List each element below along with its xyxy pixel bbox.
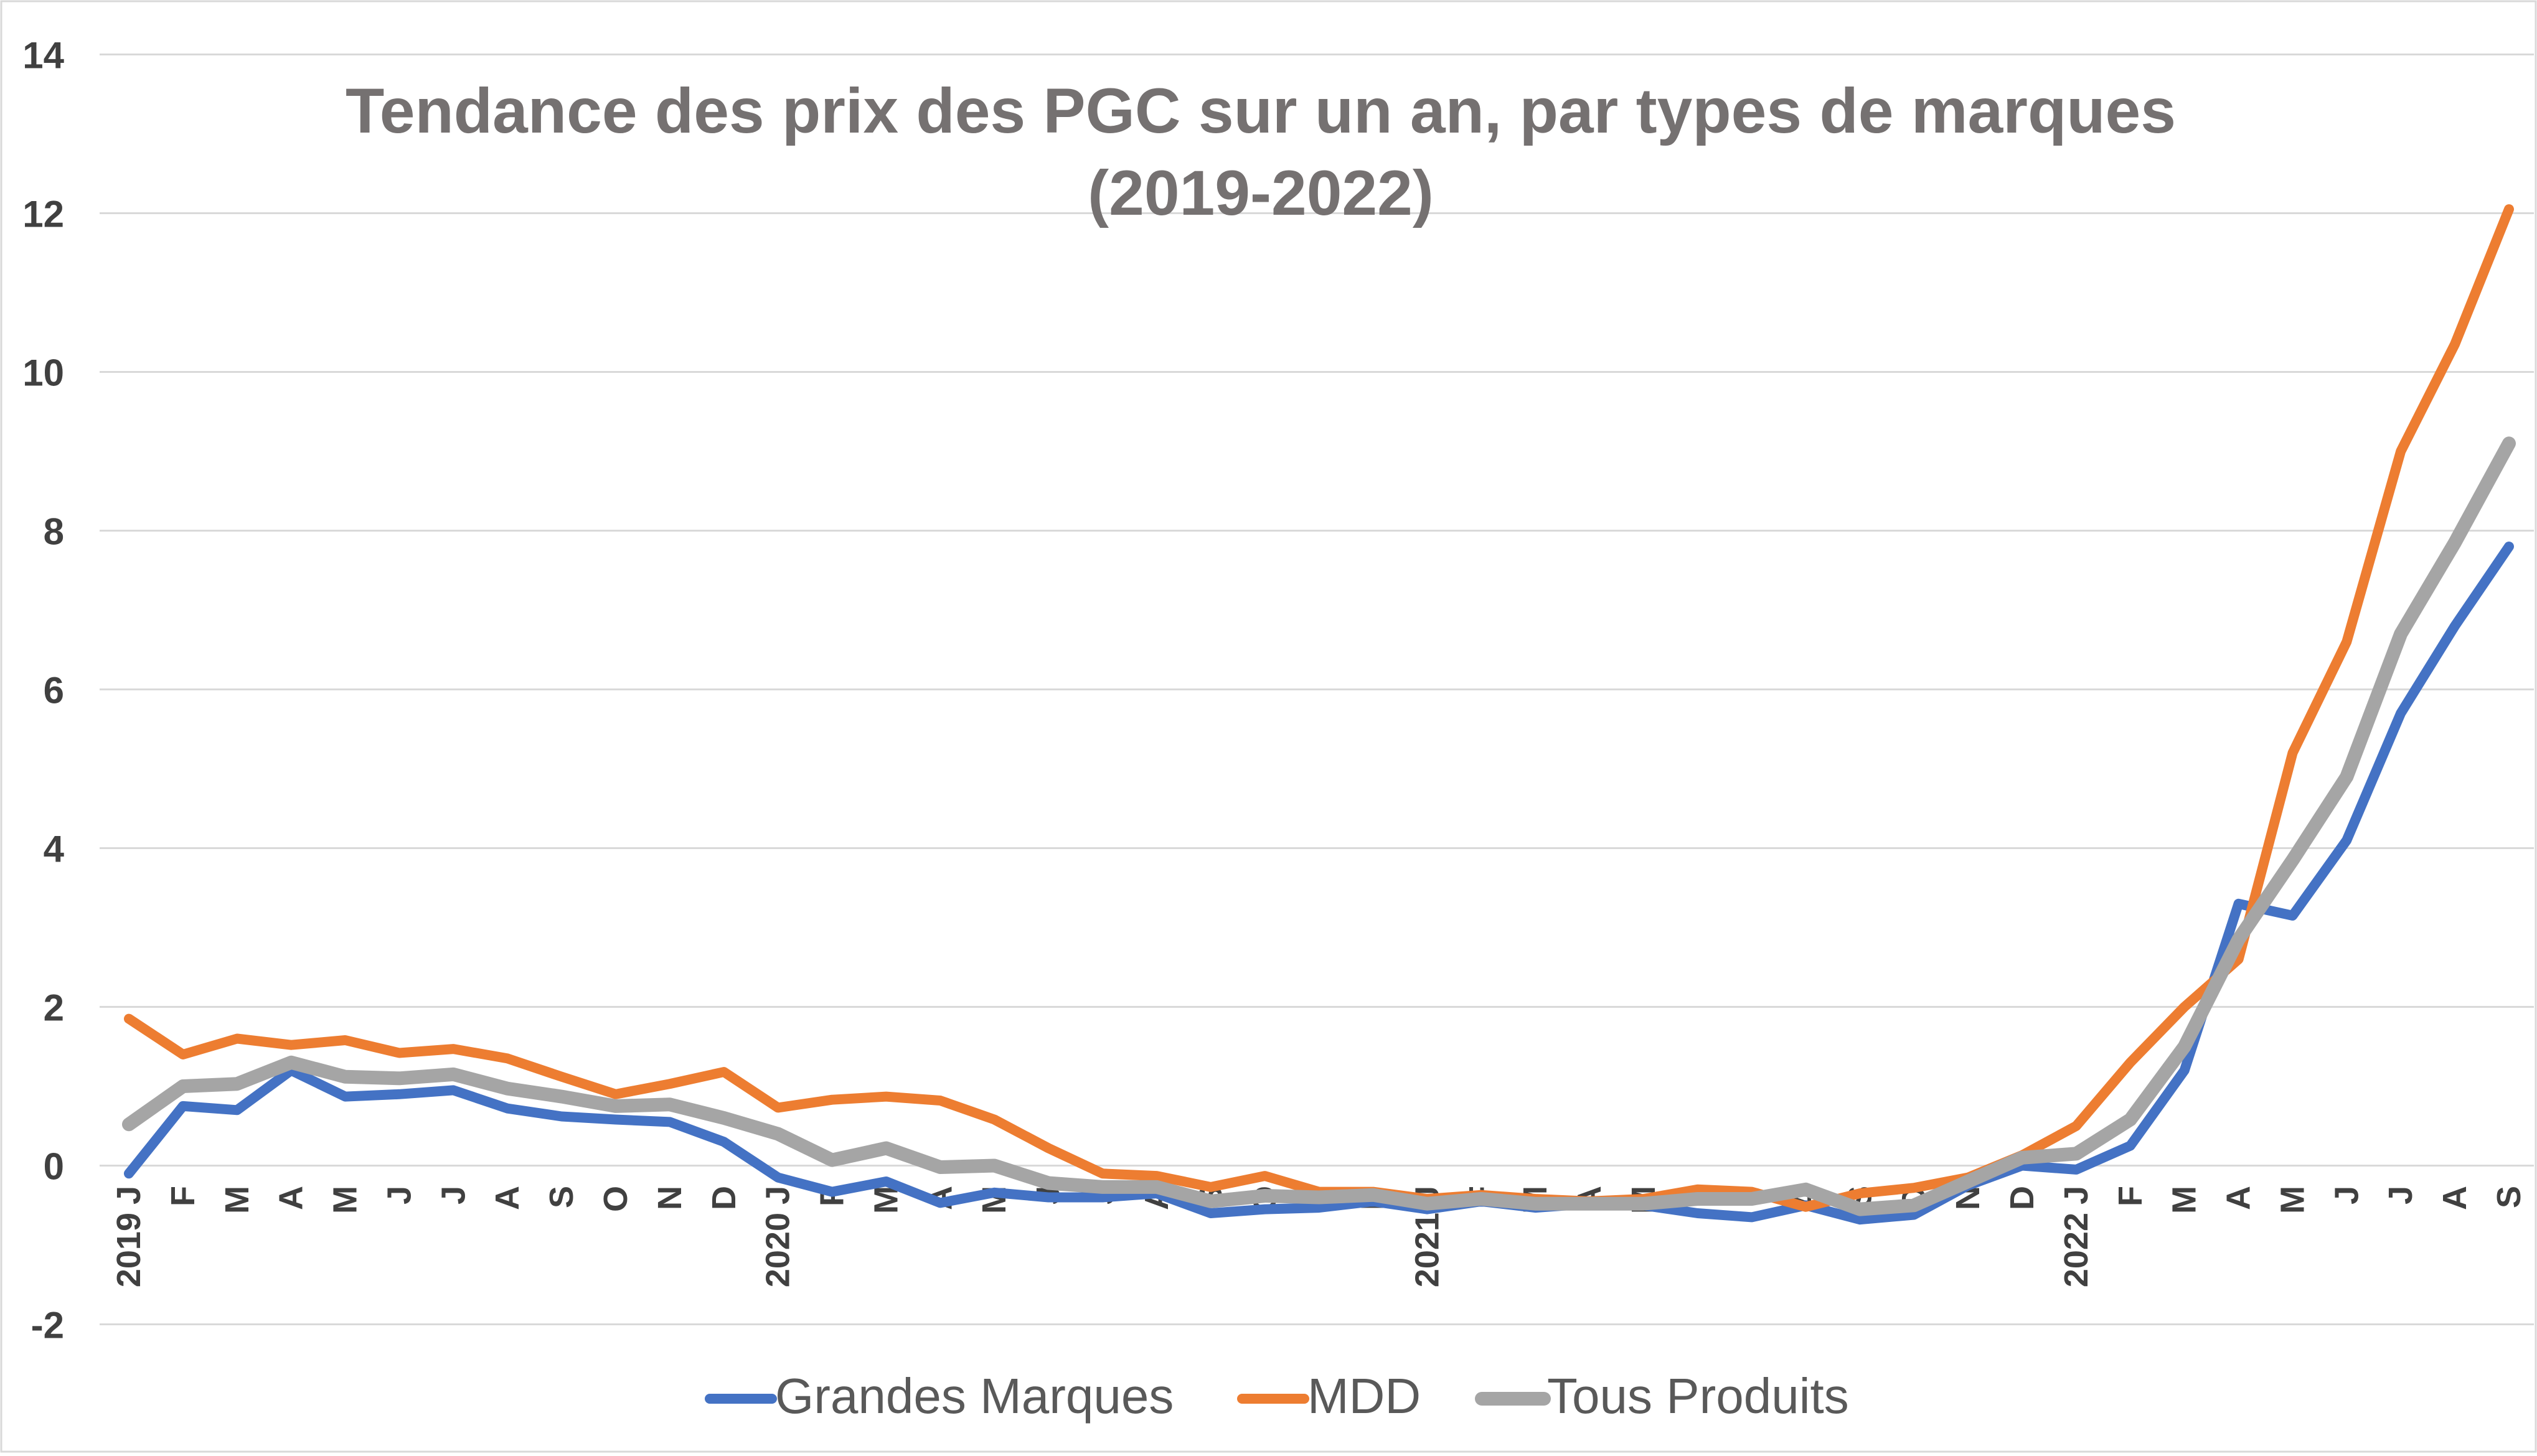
y-tick-label: 14 xyxy=(22,35,64,77)
x-year-label: 2022 xyxy=(2058,1213,2095,1287)
x-tick-label: S xyxy=(543,1186,580,1208)
x-tick-label: M xyxy=(327,1186,364,1214)
x-tick-label: J xyxy=(2382,1186,2419,1205)
x-tick-label: A xyxy=(2436,1186,2473,1210)
chart-title-line-2: (2019-2022) xyxy=(1088,157,1434,228)
y-axis-tick-labels: -2 0 2 4 6 8 10 12 14 xyxy=(22,35,64,1346)
x-tick-label: D xyxy=(2003,1186,2041,1210)
x-tick-label: A xyxy=(2220,1186,2257,1210)
x-tick-label: F xyxy=(164,1186,202,1206)
legend-item: Tous Produits xyxy=(1475,1368,1849,1424)
x-tick-label: A xyxy=(489,1186,526,1210)
x-tick-label: N xyxy=(651,1186,689,1210)
x-year-label: 2021 xyxy=(1408,1213,1446,1287)
legend-label: MDD xyxy=(1307,1368,1421,1424)
chart-title: Tendance des prix des PGC sur un an, par… xyxy=(346,75,2176,228)
x-tick-label: J xyxy=(2328,1186,2365,1205)
x-year-label: 2020 xyxy=(760,1213,797,1287)
x-tick-label: M xyxy=(2166,1186,2203,1214)
legend-label: Grandes Marques xyxy=(775,1368,1174,1424)
series-line-mdd xyxy=(124,204,2514,1212)
x-tick-label: A xyxy=(273,1186,310,1210)
x-tick-label: S xyxy=(2490,1186,2528,1208)
x-tick-label: O xyxy=(597,1186,634,1212)
legend-item: Grandes Marques xyxy=(705,1368,1174,1424)
y-tick-label: 6 xyxy=(44,670,64,712)
x-tick-label: D xyxy=(705,1186,743,1210)
x-tick-label: J xyxy=(380,1186,418,1205)
grid-lines xyxy=(100,54,2534,1325)
y-tick-label: -2 xyxy=(31,1305,64,1346)
y-tick-label: 8 xyxy=(44,511,64,553)
y-tick-label: 10 xyxy=(22,352,64,394)
y-tick-label: 12 xyxy=(22,194,64,235)
chart-title-line-1: Tendance des prix des PGC sur un an, par… xyxy=(346,75,2176,146)
x-tick-label: J xyxy=(2058,1186,2095,1205)
series-lines xyxy=(122,204,2516,1225)
x-tick-label: J xyxy=(435,1186,472,1205)
legend-item: MDD xyxy=(1237,1368,1421,1424)
legend-label: Tous Produits xyxy=(1547,1368,1849,1424)
x-tick-label: J xyxy=(760,1186,797,1205)
x-tick-label: M xyxy=(2274,1186,2311,1214)
y-tick-label: 4 xyxy=(44,829,65,870)
y-tick-label: 2 xyxy=(44,987,64,1029)
x-tick-label: F xyxy=(2112,1186,2149,1206)
y-tick-label: 0 xyxy=(44,1146,64,1188)
series-line-tous-produits xyxy=(122,436,2516,1216)
series-line-grandes-marques xyxy=(124,542,2514,1225)
x-tick-label: M xyxy=(219,1186,256,1214)
x-tick-label: J xyxy=(110,1186,148,1205)
legend: Grandes Marques MDD Tous Produits xyxy=(705,1368,1849,1424)
x-year-label: 2019 xyxy=(110,1213,148,1287)
